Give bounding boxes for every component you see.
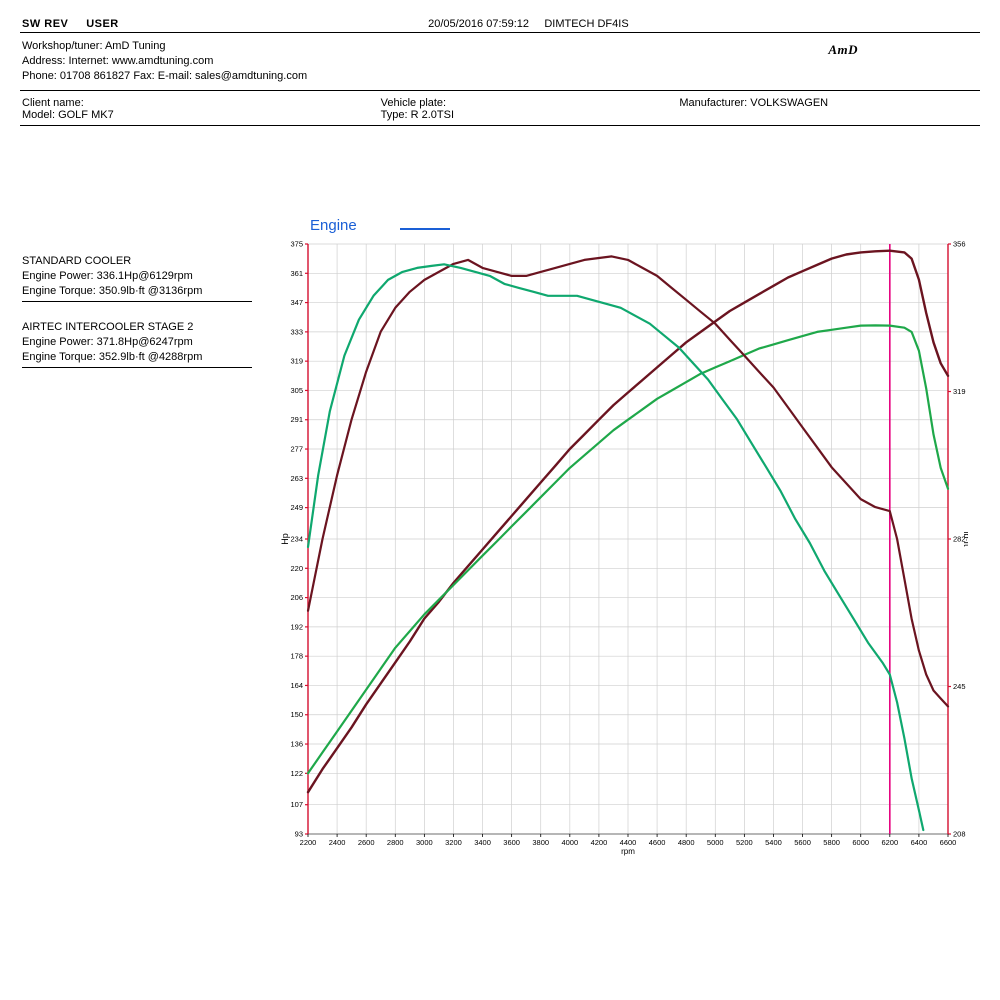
workshop-line2: Address: Internet: www.amdtuning.com — [22, 54, 307, 69]
run2-torque: Engine Torque: 352.9lb·ft @4288rpm — [22, 350, 252, 365]
svg-text:2400: 2400 — [329, 838, 346, 847]
svg-text:291: 291 — [290, 415, 303, 424]
svg-text:6000: 6000 — [852, 838, 869, 847]
sw-rev: SW REV — [22, 18, 68, 30]
engine-underline — [400, 228, 450, 230]
svg-text:178: 178 — [290, 652, 303, 661]
svg-text:4800: 4800 — [678, 838, 695, 847]
svg-text:3400: 3400 — [474, 838, 491, 847]
svg-text:356: 356 — [953, 240, 966, 249]
svg-text:5200: 5200 — [736, 838, 753, 847]
run1-power: Engine Power: 336.1Hp@6129rpm — [22, 269, 252, 284]
svg-text:361: 361 — [290, 269, 303, 278]
svg-text:rpm: rpm — [621, 847, 635, 856]
svg-text:3800: 3800 — [532, 838, 549, 847]
device: DIMTECH DF4IS — [544, 18, 628, 30]
svg-text:305: 305 — [290, 386, 303, 395]
svg-text:319: 319 — [953, 387, 966, 396]
svg-text:3000: 3000 — [416, 838, 433, 847]
svg-text:lb·ft: lb·ft — [962, 531, 968, 547]
user: USER — [86, 18, 119, 30]
svg-text:333: 333 — [290, 327, 303, 336]
run2-title: AIRTEC INTERCOOLER STAGE 2 — [22, 320, 252, 335]
svg-text:3600: 3600 — [503, 838, 520, 847]
engine-label: Engine — [310, 217, 357, 234]
svg-text:150: 150 — [290, 710, 303, 719]
header-bar: SW REV USER 20/05/2016 07:59:12 DIMTECH … — [20, 18, 980, 32]
vehicle-plate: Vehicle plate: — [381, 97, 680, 109]
svg-text:192: 192 — [290, 622, 303, 631]
svg-text:4400: 4400 — [620, 838, 637, 847]
svg-text:6600: 6600 — [940, 838, 957, 847]
svg-text:2800: 2800 — [387, 838, 404, 847]
svg-text:206: 206 — [290, 593, 303, 602]
svg-text:245: 245 — [953, 682, 966, 691]
client-row: Client name: Model: GOLF MK7 Vehicle pla… — [20, 93, 980, 125]
svg-text:6400: 6400 — [911, 838, 928, 847]
datetime: 20/05/2016 07:59:12 — [428, 18, 529, 30]
logo: AmD — [828, 39, 978, 84]
svg-text:3200: 3200 — [445, 838, 462, 847]
svg-text:2600: 2600 — [358, 838, 375, 847]
svg-text:234: 234 — [290, 535, 303, 544]
run2-power: Engine Power: 371.8Hp@6247rpm — [22, 335, 252, 350]
client-name: Client name: — [22, 97, 321, 109]
svg-text:6200: 6200 — [881, 838, 898, 847]
svg-text:4000: 4000 — [561, 838, 578, 847]
workshop-line3: Phone: 01708 861827 Fax: E-mail: sales@a… — [22, 69, 307, 84]
type: Type: R 2.0TSI — [381, 109, 680, 121]
manufacturer: Manufacturer: VOLKSWAGEN — [679, 97, 978, 109]
svg-text:5400: 5400 — [765, 838, 782, 847]
svg-text:5600: 5600 — [794, 838, 811, 847]
svg-text:122: 122 — [290, 769, 303, 778]
svg-text:277: 277 — [290, 445, 303, 454]
run-airtec: AIRTEC INTERCOOLER STAGE 2 Engine Power:… — [22, 320, 252, 368]
workshop-block: Workshop/tuner: AmD Tuning Address: Inte… — [20, 35, 980, 90]
model: Model: GOLF MK7 — [22, 109, 321, 121]
svg-text:5800: 5800 — [823, 838, 840, 847]
svg-text:249: 249 — [290, 503, 303, 512]
svg-text:164: 164 — [290, 681, 303, 690]
svg-text:347: 347 — [290, 298, 303, 307]
svg-text:263: 263 — [290, 474, 303, 483]
svg-text:107: 107 — [290, 800, 303, 809]
workshop-line1: Workshop/tuner: AmD Tuning — [22, 39, 307, 54]
svg-text:2200: 2200 — [300, 838, 317, 847]
run-standard: STANDARD COOLER Engine Power: 336.1Hp@61… — [22, 254, 252, 302]
svg-text:220: 220 — [290, 564, 303, 573]
dyno-chart: 9310712213615016417819220622023424926327… — [280, 238, 968, 858]
svg-text:375: 375 — [290, 240, 303, 249]
run1-torque: Engine Torque: 350.9lb·ft @3136rpm — [22, 284, 252, 299]
svg-text:136: 136 — [290, 740, 303, 749]
svg-text:319: 319 — [290, 357, 303, 366]
svg-text:Hp: Hp — [280, 533, 290, 545]
svg-text:5000: 5000 — [707, 838, 724, 847]
svg-text:4600: 4600 — [649, 838, 666, 847]
run1-title: STANDARD COOLER — [22, 254, 252, 269]
svg-text:4200: 4200 — [591, 838, 608, 847]
